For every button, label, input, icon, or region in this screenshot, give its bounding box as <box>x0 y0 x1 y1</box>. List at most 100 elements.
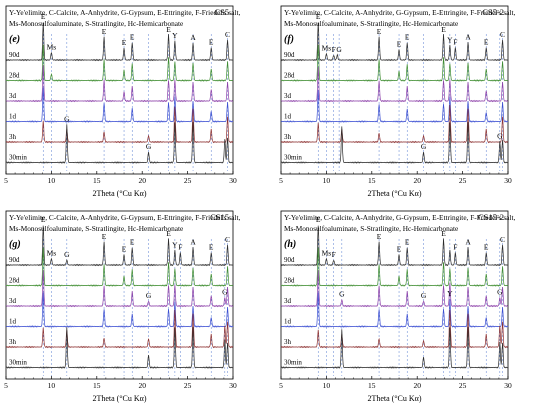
chart-cs5-2: Y-Ye'elimite, C-Calcite, A-Anhydrite, G-… <box>279 5 515 198</box>
series-line-90d <box>5 225 234 267</box>
chart-cs5: Y-Ye'elimite, C-Calcite, A-Anhydrite, G-… <box>4 5 240 198</box>
peak-label: Ms <box>322 44 332 53</box>
series-label: 3d <box>284 297 292 305</box>
series-line-30min <box>5 327 234 369</box>
peak-label: E <box>122 245 127 254</box>
peak-label: E <box>397 40 402 49</box>
panel-letter: (e) <box>9 34 20 45</box>
plot-frame <box>5 210 234 380</box>
peak-label: C <box>225 235 230 244</box>
x-tick-label: 25 <box>459 176 467 185</box>
peak-label: G <box>421 142 427 151</box>
peak-label: C <box>500 30 505 39</box>
peak-label: G <box>146 291 152 300</box>
peak-label: Y <box>172 240 178 249</box>
series-line-1d <box>6 292 234 328</box>
peak-label: G <box>339 290 345 299</box>
series-label: 28d <box>9 277 20 285</box>
plot-frame <box>280 210 509 380</box>
peak-label: F <box>453 242 457 251</box>
x-axis-label: 2Theta (°Cu Kα) <box>92 394 146 403</box>
chart-cs15-2: Y-Ye'elimite, C-Calcite, A-Anhydrite, G-… <box>279 210 515 403</box>
panel-letter: (h) <box>284 239 296 250</box>
peak-label: F <box>178 242 182 251</box>
legend-line-1: Y-Ye'elimite, C-Calcite, A-Anhydrite, G-… <box>9 8 240 17</box>
series-line-1d <box>281 89 509 123</box>
legend-line-1: Y-Ye'elimite, C-Calcite, A-Anhydrite, G-… <box>284 8 515 17</box>
series-label: 90d <box>284 256 295 264</box>
peak-label: E <box>484 37 489 46</box>
x-tick-label: 30 <box>229 381 237 390</box>
series-label: 90d <box>284 51 295 59</box>
series-line-3d <box>281 67 508 103</box>
series-label: 3h <box>9 133 17 141</box>
peak-label: E <box>405 237 410 246</box>
series-line-1d <box>6 87 234 123</box>
peak-label: Y <box>447 289 453 298</box>
peak-label: A <box>465 237 471 246</box>
peak-label: G <box>64 250 70 259</box>
x-tick-label: 15 <box>93 176 101 185</box>
x-tick-label: 5 <box>4 176 8 185</box>
peak-label: E <box>41 12 46 21</box>
x-tick-label: 30 <box>504 176 512 185</box>
series-line-28d <box>5 44 234 82</box>
series-label: 28d <box>9 72 20 80</box>
peak-label: E <box>316 215 321 224</box>
peak-label: E <box>209 242 214 251</box>
peak-label: Ms <box>322 249 332 258</box>
panel-letter: (f) <box>284 34 294 45</box>
x-tick-label: 30 <box>504 381 512 390</box>
series-line-90d <box>5 22 234 62</box>
panel-title: CS5 <box>214 7 229 17</box>
legend-line-2: Ms-Monosulfoaluminate, S-Stratlingite, H… <box>284 19 458 28</box>
series-label: 28d <box>284 72 295 80</box>
x-tick-label: 20 <box>138 381 146 390</box>
legend-line-1: Y-Ye'elimite, C-Calcite, A-Anhydrite, G-… <box>9 213 240 222</box>
x-tick-label: 25 <box>459 381 467 390</box>
series-line-3d <box>6 65 233 103</box>
panel-title: CS15 <box>210 212 229 222</box>
x-tick-label: 20 <box>413 381 421 390</box>
peak-label: Y <box>172 31 178 40</box>
x-tick-label: 15 <box>93 381 101 390</box>
series-line-28d <box>5 247 234 287</box>
peak-label: C <box>225 30 230 39</box>
peak-label: G <box>336 45 342 54</box>
series-label: 90d <box>9 51 20 59</box>
x-tick-label: 10 <box>323 381 331 390</box>
series-label: 90d <box>9 256 20 264</box>
series-line-1d <box>281 292 509 328</box>
x-tick-label: 10 <box>323 176 331 185</box>
peak-label: A <box>465 32 471 41</box>
legend-line-2: Ms-Monosulfoaluminate, S-Stratlingite, H… <box>9 224 183 233</box>
x-tick-label: 15 <box>368 381 376 390</box>
peak-label: E <box>122 38 127 47</box>
peak-label: E <box>377 27 382 36</box>
peak-label: E <box>484 242 489 251</box>
peak-label: G <box>421 291 427 300</box>
peak-label: G <box>222 288 228 297</box>
series-label: 1d <box>284 113 292 121</box>
series-line-28d <box>280 44 509 82</box>
x-tick-label: 10 <box>48 381 56 390</box>
series-line-28d <box>280 247 509 287</box>
x-tick-label: 15 <box>368 176 376 185</box>
peak-label: E <box>41 215 46 224</box>
series-line-3d <box>6 270 233 308</box>
series-label: 3d <box>9 92 17 100</box>
series-line-3h <box>5 309 234 349</box>
x-tick-label: 5 <box>279 176 283 185</box>
peak-label: Ms <box>47 42 57 51</box>
series-label: 28d <box>284 277 295 285</box>
series-label: 30min <box>284 154 302 162</box>
peak-label: E <box>166 229 171 238</box>
peak-label: G <box>497 288 503 297</box>
peak-label: F <box>332 45 336 54</box>
peak-label: E <box>397 245 402 254</box>
series-label: 30min <box>9 359 27 367</box>
series-label: 30min <box>284 359 302 367</box>
plot-frame <box>280 5 509 175</box>
series-label: 1d <box>284 318 292 326</box>
